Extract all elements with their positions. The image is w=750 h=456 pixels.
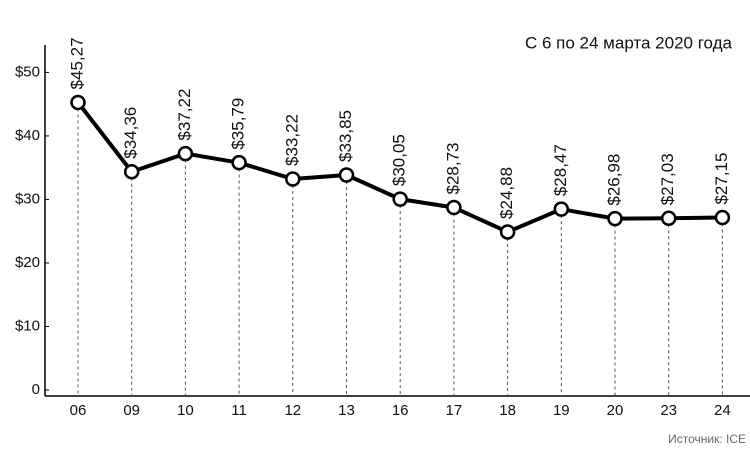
x-tick-label: 24 — [714, 402, 731, 419]
value-label: $33,22 — [282, 114, 301, 166]
x-tick-label: 23 — [660, 402, 677, 419]
chart-subtitle: С 6 по 24 марта 2020 года — [525, 33, 733, 52]
x-tick-label: 11 — [231, 402, 247, 419]
x-tick-label: 18 — [499, 402, 516, 419]
point — [714, 209, 731, 226]
x-tick-label: 16 — [392, 402, 409, 419]
value-label: $30,05 — [390, 134, 409, 186]
value-label: $33,85 — [336, 110, 355, 162]
x-tick-label: 13 — [338, 402, 355, 419]
x-tick-label: 19 — [553, 402, 570, 419]
value-label: $24,88 — [497, 167, 516, 219]
value-label: $37,22 — [175, 89, 194, 141]
x-tick-label: 12 — [284, 402, 301, 419]
point — [392, 191, 408, 207]
x-tick-label: 20 — [607, 402, 624, 419]
point — [70, 94, 86, 111]
y-tick-label: $30 — [15, 190, 40, 207]
point — [660, 210, 677, 227]
value-label: $34,36 — [121, 107, 140, 159]
point — [553, 201, 570, 217]
point — [446, 199, 462, 216]
value-label: $27,15 — [712, 153, 731, 205]
x-tick-label: 17 — [446, 402, 463, 419]
source: Источник: ICE — [668, 432, 746, 446]
point — [607, 210, 623, 227]
point — [499, 224, 516, 240]
value-label: $45,27 — [67, 37, 86, 89]
x-tick-label: 06 — [70, 402, 87, 419]
value-label: $27,03 — [658, 153, 677, 205]
value-label: $26,98 — [604, 154, 623, 206]
y-tick-label: $50 — [15, 63, 40, 80]
point — [231, 154, 247, 171]
value-label: $35,79 — [229, 98, 248, 150]
value-label: $28,47 — [551, 144, 570, 196]
x-tick-label: 09 — [123, 402, 140, 419]
y-tick-label: $20 — [15, 254, 40, 271]
y-tick-label: 0 — [32, 381, 40, 398]
point — [285, 171, 301, 187]
point — [123, 164, 140, 180]
point — [177, 145, 194, 162]
value-label: $28,73 — [443, 143, 462, 195]
x-tick-label: 10 — [177, 402, 194, 419]
point — [338, 167, 355, 183]
y-tick-label: $10 — [15, 317, 40, 334]
y-tick-label: $40 — [15, 127, 40, 144]
